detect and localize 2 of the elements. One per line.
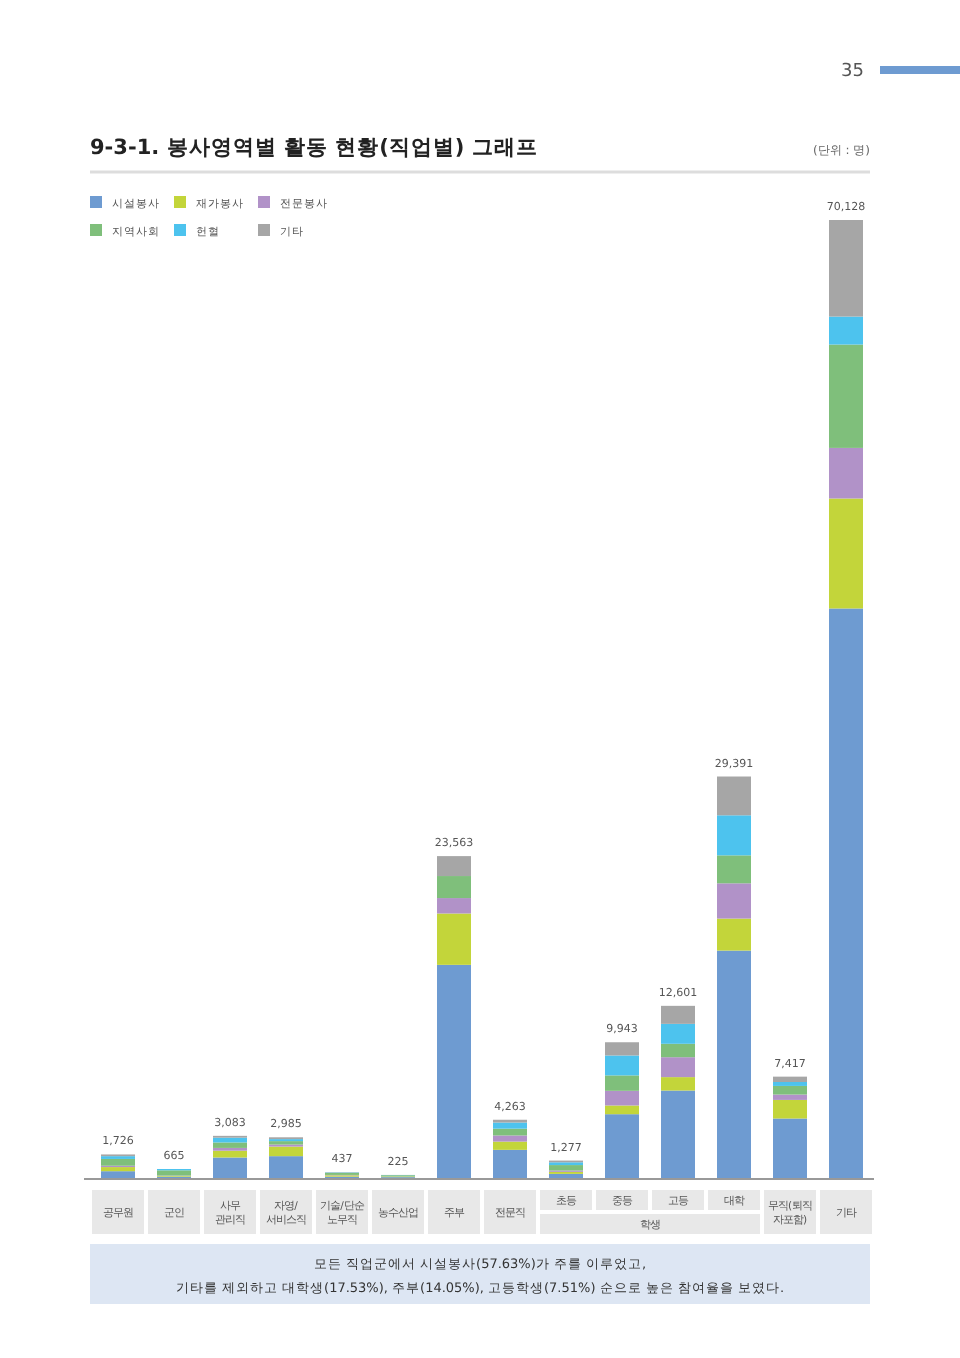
text: 35 [841, 62, 864, 82]
chart-title: 9-3-1. 봉사영역별 활동 현황(직업별) 그래프 [90, 136, 538, 160]
